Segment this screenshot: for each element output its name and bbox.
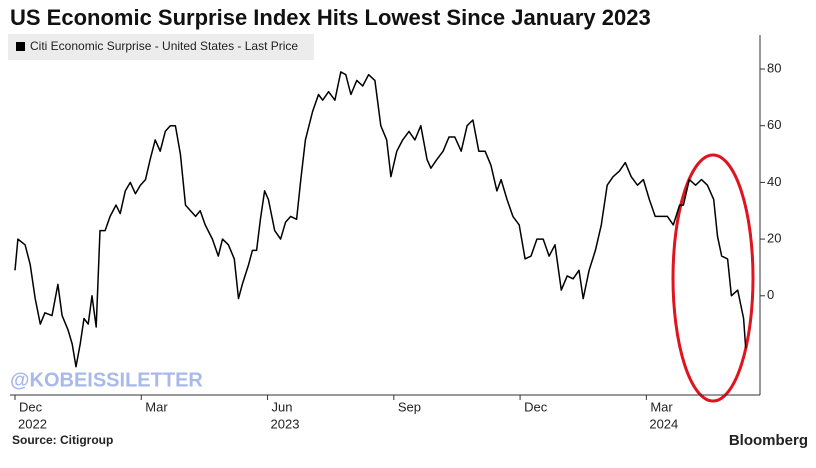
y-tick-label: 40 (767, 174, 781, 189)
y-tick-label: 80 (767, 60, 781, 75)
value-label: -18.50 (772, 0, 809, 6)
legend-swatch (16, 42, 25, 51)
legend-label: Citi Economic Surprise - United States -… (30, 39, 298, 53)
line-series (14, 71, 747, 368)
x-tick-label: Dec (19, 399, 43, 414)
x-tick-label: Sep (398, 399, 421, 414)
y-tick-label: 60 (767, 117, 781, 132)
x-tick-label: Jun (272, 399, 293, 414)
highlight-ellipse (671, 153, 755, 403)
x-tick-label: Dec (524, 399, 548, 414)
y-tick-label: 0 (767, 287, 774, 302)
x-tick-label: Mar (145, 399, 168, 414)
x-year-label: 2023 (271, 416, 300, 431)
x-year-label: 2022 (18, 416, 47, 431)
watermark: @KOBEISSILETTER (10, 369, 203, 391)
legend-box (8, 34, 314, 60)
source: Source: Citigroup (12, 433, 113, 447)
x-year-label: 2024 (649, 416, 678, 431)
brand: Bloomberg (729, 432, 808, 449)
x-tick-label: Mar (650, 399, 673, 414)
y-tick-label: 20 (767, 231, 781, 246)
chart-title: US Economic Surprise Index Hits Lowest S… (10, 5, 651, 30)
